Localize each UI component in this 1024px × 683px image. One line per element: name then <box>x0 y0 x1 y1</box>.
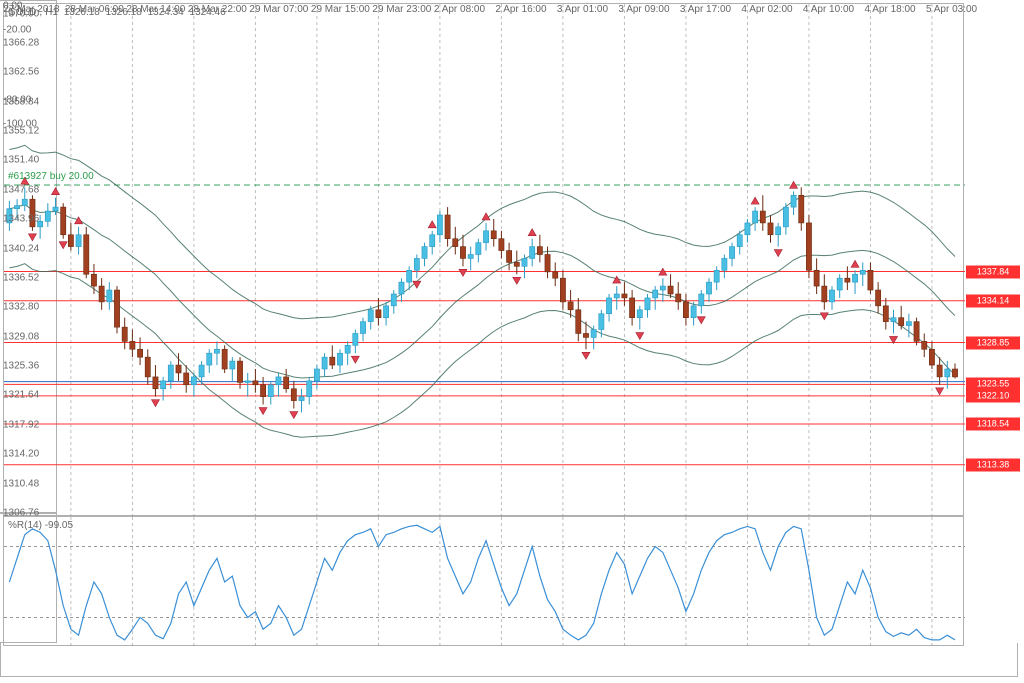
ytick-label: 1343.96 <box>3 214 39 225</box>
ohlc-high: 1326.18 <box>106 7 142 18</box>
xtick-label: 2 Apr 08:00 <box>434 4 485 15</box>
ytick-label: 1340.24 <box>3 243 39 254</box>
symbol: GOLD <box>8 7 36 18</box>
ytick-label: 1314.20 <box>3 449 39 460</box>
xtick-label: 3 Apr 09:00 <box>618 4 669 15</box>
xtick-label: 29 Mar 07:00 <box>249 4 308 15</box>
indicator-title: %R(14) -99.05 <box>8 520 73 531</box>
timeframe: H1 <box>45 7 58 18</box>
ytick-label: 1310.48 <box>3 478 39 489</box>
ytick-label: 1329.08 <box>3 331 39 342</box>
ytick-label: 1325.36 <box>3 361 39 372</box>
indicator-name: %R(14) <box>8 520 42 531</box>
main-price-panel[interactable]: GOLD,H1 1326.18 1326.18 1324.34 1324.46 … <box>3 3 964 516</box>
ytick-label: 1321.64 <box>3 390 39 401</box>
xtick-label: 2 Apr 16:00 <box>495 4 546 15</box>
price-tag: 1337.84 <box>966 265 1020 278</box>
ytick-label: 1347.68 <box>3 184 39 195</box>
ytick-label: 1336.52 <box>3 272 39 283</box>
xtick-label: 4 Apr 10:00 <box>803 4 854 15</box>
ohlc-close: 1324.46 <box>190 7 226 18</box>
xtick-label: 4 Apr 18:00 <box>864 4 915 15</box>
ytick-label: 1366.28 <box>3 37 39 48</box>
indicator-svg <box>4 517 965 647</box>
xtick-label: 3 Apr 01:00 <box>557 4 608 15</box>
ohlc-low: 1324.34 <box>148 7 184 18</box>
ytick-label-indicator: -80.00 <box>3 95 31 106</box>
price-tag: 1313.38 <box>966 458 1020 471</box>
ytick-label: 1332.80 <box>3 302 39 313</box>
chart-container: GOLD,H1 1326.18 1326.18 1324.34 1324.46 … <box>0 0 1024 683</box>
price-tag: 1318.54 <box>966 417 1020 430</box>
xtick-label: 29 Mar 15:00 <box>311 4 370 15</box>
ytick-label-indicator: -100.00 <box>3 119 37 130</box>
ytick-label: 1317.92 <box>3 419 39 430</box>
price-tag: 1328.85 <box>966 336 1020 349</box>
xtick-label: 4 Apr 02:00 <box>741 4 792 15</box>
indicator-value: -99.05 <box>45 520 73 531</box>
ohlc-open: 1326.18 <box>64 7 100 18</box>
indicator-panel[interactable]: %R(14) -99.05 <box>3 516 964 646</box>
xtick-label: 29 Mar 23:00 <box>372 4 431 15</box>
xtick-label: 5 Apr 03:00 <box>926 4 977 15</box>
main-chart-svg <box>4 4 965 517</box>
ytick-label: 1351.40 <box>3 155 39 166</box>
ytick-label: 1362.56 <box>3 67 39 78</box>
buy-order-label: #613927 buy 20.00 <box>8 171 94 182</box>
price-tag: 1334.14 <box>966 294 1020 307</box>
instrument-title: GOLD,H1 1326.18 1326.18 1324.34 1324.46 <box>8 7 229 18</box>
price-tag: 1322.10 <box>966 389 1020 402</box>
xaxis: 27 Mar 201828 Mar 06:0028 Mar 14:0028 Ma… <box>0 643 1018 677</box>
ytick-label-indicator: -20.00 <box>3 24 31 35</box>
xtick-label: 3 Apr 17:00 <box>680 4 731 15</box>
